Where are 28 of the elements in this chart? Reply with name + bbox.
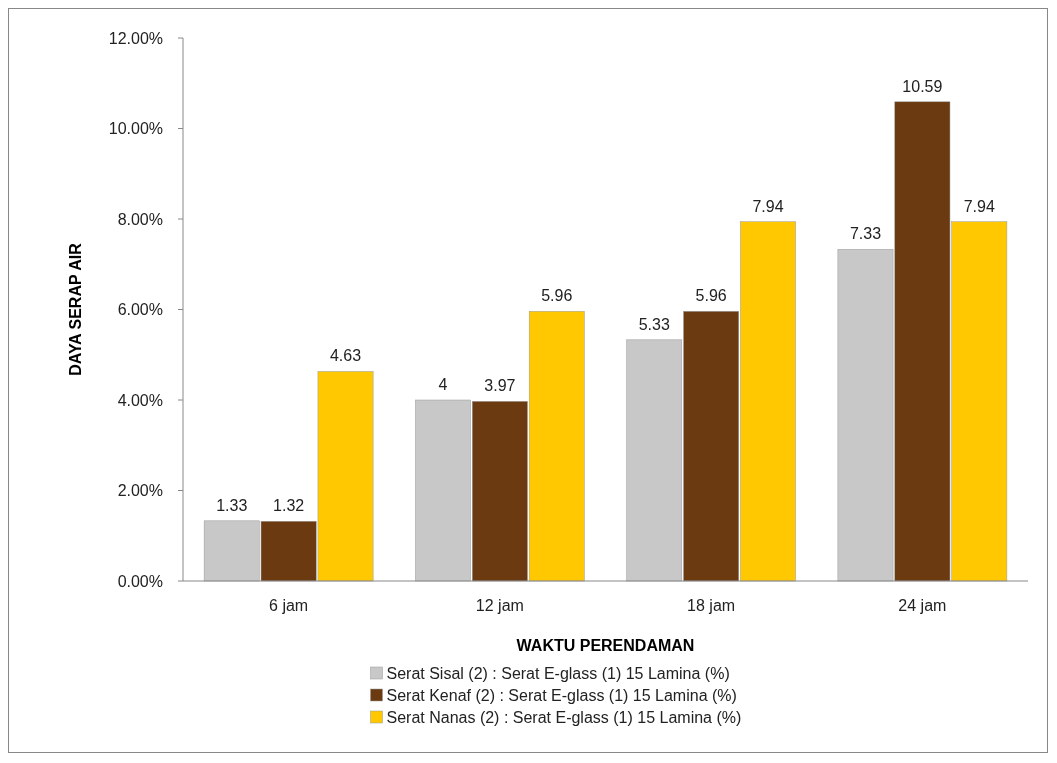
- x-tick-label: 12 jam: [475, 597, 524, 614]
- data-label: 3.97: [484, 377, 516, 395]
- legend-label: Serat Sisal (2) : Serat E-glass (1) 15 Lamina (%): [386, 664, 730, 682]
- data-label: 5.96: [695, 287, 727, 305]
- data-label: 5.33: [638, 315, 670, 333]
- data-label: 10.59: [902, 77, 943, 95]
- data-label: 7.33: [849, 225, 882, 243]
- y-tick-label: 6.00%: [117, 301, 163, 319]
- x-tick-label: 24 jam: [898, 597, 947, 614]
- y-axis-title: DAYA SERAP AIR: [67, 242, 84, 376]
- y-tick-label: 12.00%: [108, 29, 163, 47]
- x-tick-label: 18 jam: [687, 597, 736, 614]
- y-tick-label: 10.00%: [108, 120, 163, 138]
- y-tick-label: 2.00%: [117, 482, 163, 500]
- x-tick-label: 6 jam: [269, 597, 309, 614]
- y-tick-label: 4.00%: [117, 391, 163, 409]
- y-tick-label: 8.00%: [117, 210, 163, 228]
- data-label: 4.63: [329, 347, 362, 365]
- data-label: 7.94: [963, 197, 995, 215]
- x-axis-title: WAKTU PERENDAMAN: [516, 637, 695, 654]
- y-tick-label: 0.00%: [117, 572, 163, 590]
- data-label: 1.32: [273, 497, 305, 515]
- data-label: 7.94: [752, 197, 784, 215]
- legend-label: Serat Kenaf (2) : Serat E-glass (1) 15 Lamina (%): [386, 686, 737, 704]
- data-label: 1.33: [216, 496, 248, 514]
- data-label: 4: [438, 376, 448, 393]
- data-label: 5.96: [541, 287, 573, 305]
- legend-label: Serat Nanas (2) : Serat E-glass (1) 15 Lamina (%): [386, 708, 742, 726]
